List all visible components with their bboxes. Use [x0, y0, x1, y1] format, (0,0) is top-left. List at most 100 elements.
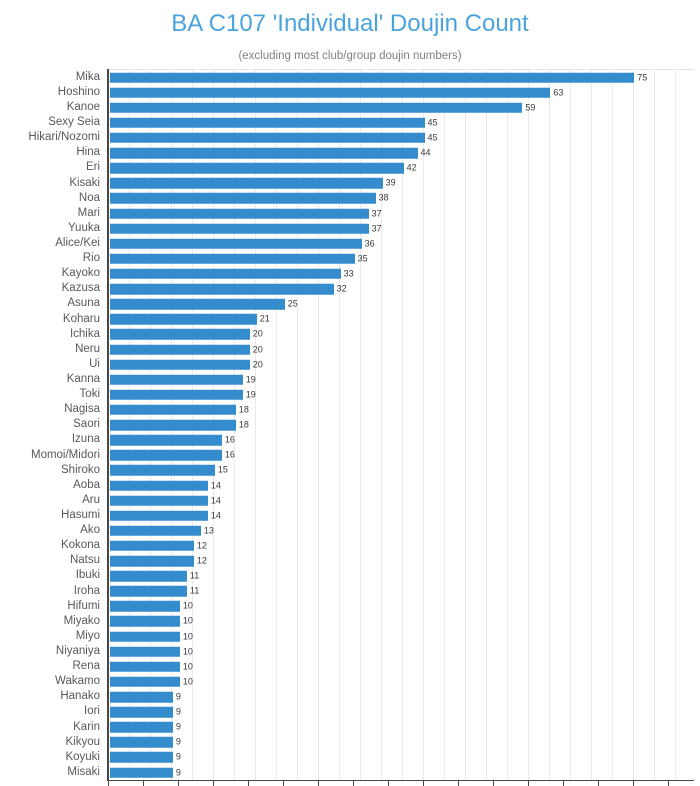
- value-label: 18: [238, 419, 249, 430]
- bar-track: 16: [108, 448, 694, 463]
- value-label: 45: [427, 132, 438, 143]
- bar-track: 11: [108, 569, 694, 584]
- value-label: 19: [245, 374, 256, 385]
- bar-row: Sexy Seia 45: [0, 115, 694, 130]
- bar-row: Aoba 14: [0, 478, 694, 493]
- bar: [110, 117, 425, 129]
- category-label: Iori: [84, 705, 100, 718]
- chart-subtitle: (excluding most club/group doujin number…: [238, 50, 462, 62]
- category-label: Shiroko: [61, 463, 100, 476]
- bar: [110, 480, 208, 491]
- value-label: 37: [371, 223, 382, 234]
- bar: [110, 676, 180, 688]
- bar-row: Kanna 19: [0, 372, 694, 387]
- bar: [110, 691, 173, 703]
- value-label: 33: [343, 268, 354, 279]
- bar-track: 10: [108, 659, 694, 674]
- category-label: Ui: [89, 357, 100, 370]
- bar-row: Mari 37: [0, 206, 694, 221]
- category-label: Alice/Kei: [55, 237, 100, 249]
- category-label: Kikyou: [65, 735, 100, 748]
- bar: [110, 616, 180, 627]
- value-label: 11: [189, 570, 200, 581]
- bar-track: 18: [108, 418, 694, 433]
- bar: [110, 661, 180, 673]
- bar: [110, 344, 250, 355]
- category-label: Hina: [76, 146, 100, 159]
- category-label: Hifumi: [67, 599, 100, 612]
- category-label: Sexy Seia: [48, 116, 100, 129]
- bar-row: Natsu 12: [0, 554, 694, 569]
- bar-row: Hanako 9: [0, 689, 694, 704]
- bar: [110, 102, 523, 114]
- category-label: Hasumi: [61, 508, 100, 521]
- bar-track: 14: [108, 493, 694, 508]
- bar: [110, 314, 257, 325]
- bar-row: Ichika 20: [0, 327, 694, 342]
- bar-row: Asuna 25: [0, 297, 694, 312]
- value-label: 20: [252, 344, 263, 355]
- value-label: 36: [364, 238, 375, 249]
- bar: [110, 389, 243, 401]
- category-label: Aoba: [73, 478, 100, 491]
- bar-track: 44: [108, 146, 694, 161]
- bar-track: 9: [108, 705, 694, 720]
- bar: [110, 238, 362, 249]
- bar-track: 21: [108, 312, 694, 327]
- bar-track: 10: [108, 614, 694, 629]
- category-label: Hoshino: [57, 85, 100, 98]
- category-label: Nagisa: [64, 403, 100, 416]
- bar-row: Kokona 12: [0, 538, 694, 553]
- value-label: 9: [175, 767, 181, 778]
- value-label: 16: [224, 449, 235, 460]
- bar-row: Kayoko 33: [0, 266, 694, 281]
- bar: [110, 601, 180, 612]
- category-label: Wakamo: [55, 675, 100, 688]
- value-label: 10: [182, 600, 193, 611]
- bar-track: 45: [108, 115, 694, 130]
- bar: [110, 722, 173, 733]
- bar-row: Karin 9: [0, 720, 694, 735]
- bar-row: Shiroko 15: [0, 463, 694, 478]
- bar-track: 12: [108, 554, 694, 569]
- value-label: 21: [259, 313, 270, 324]
- value-label: 44: [420, 147, 431, 158]
- bar-row: Momoi/Midori 16: [0, 448, 694, 463]
- bar-row: Iori 9: [0, 705, 694, 720]
- category-label: Hanako: [60, 690, 100, 703]
- bar-row: Izuna 16: [0, 433, 694, 448]
- value-label: 9: [175, 751, 181, 762]
- bar-track: 18: [108, 402, 694, 417]
- bar-row: Wakamo 10: [0, 674, 694, 689]
- value-label: 25: [287, 298, 298, 309]
- bar: [110, 162, 404, 174]
- category-label: Yuuka: [68, 221, 100, 234]
- bar-row: Iroha 11: [0, 584, 694, 599]
- bar-track: 33: [108, 266, 694, 281]
- bar-row: Misaki 9: [0, 765, 694, 780]
- category-label: Kisaki: [69, 176, 100, 189]
- bar-row: Kikyou 9: [0, 735, 694, 750]
- bar-row: Ibuki 11: [0, 569, 694, 584]
- bar: [110, 147, 418, 159]
- bar-row: Nagisa 18: [0, 402, 694, 417]
- bar: [110, 72, 635, 83]
- bar: [110, 404, 236, 416]
- value-label: 10: [182, 615, 193, 626]
- bar-row: Toki 19: [0, 387, 694, 402]
- bar-row: Hifumi 10: [0, 599, 694, 614]
- bar-row: Hoshino 63: [0, 85, 694, 100]
- value-label: 11: [189, 585, 200, 596]
- bar-row: Mika 75: [0, 70, 694, 85]
- category-label: Misaki: [67, 765, 100, 778]
- category-label: Natsu: [69, 554, 100, 567]
- bar-track: 9: [108, 720, 694, 735]
- value-label: 75: [637, 72, 648, 83]
- bar-row: Miyo 10: [0, 629, 694, 644]
- category-label: Koyuki: [65, 750, 100, 763]
- bar-row: Neru 20: [0, 342, 694, 357]
- category-label: Rena: [72, 660, 101, 673]
- bar-track: 10: [108, 674, 694, 689]
- bar-track: 37: [108, 221, 694, 236]
